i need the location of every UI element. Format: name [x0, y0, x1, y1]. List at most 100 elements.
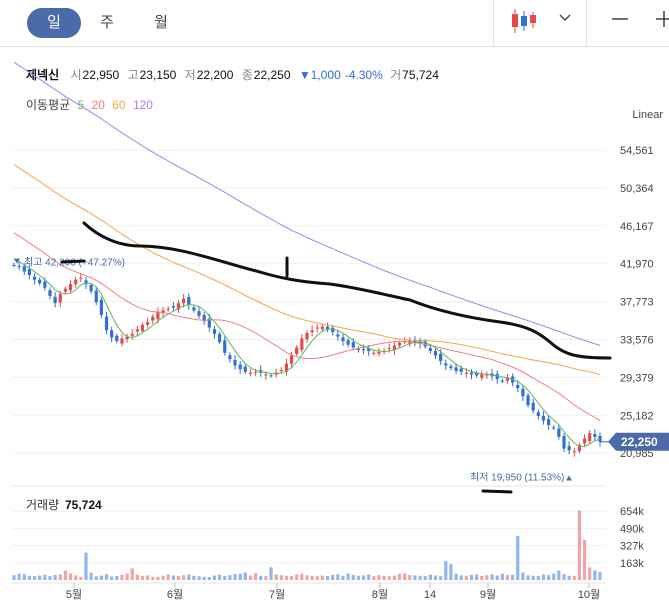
toolbar-divider [586, 0, 587, 46]
candle-body [68, 284, 73, 291]
volume-bar [89, 572, 93, 580]
candle-body [331, 327, 335, 333]
change-value: ▼1,000 [298, 68, 341, 82]
candle-body [269, 375, 273, 377]
candle-body [500, 380, 504, 382]
volume-bar [387, 576, 391, 580]
candle-body [495, 373, 499, 380]
tab-day[interactable]: 일 [27, 8, 81, 38]
volume-bar [161, 575, 165, 580]
candle-body [243, 366, 247, 372]
open-value: 22,950 [82, 68, 120, 82]
volume-bar [212, 575, 217, 580]
volume-bar [449, 564, 453, 580]
ma5-line [13, 257, 601, 448]
volume-bar [259, 575, 263, 580]
volume-bar [516, 535, 520, 580]
candle-body [207, 318, 211, 328]
volume-bar [444, 561, 448, 580]
candle-body [63, 288, 67, 292]
volume-bar [233, 574, 237, 580]
candle-body [480, 374, 484, 378]
volume-bar [156, 576, 160, 580]
candle-body [433, 351, 438, 356]
candle-body [53, 296, 57, 304]
candle-body [192, 307, 196, 311]
high-marker-icon [14, 258, 20, 264]
volume-bar [552, 573, 556, 580]
candle-body [593, 433, 597, 437]
tab-week[interactable]: 주 [100, 14, 114, 31]
current-price-label: 22,250 [621, 435, 658, 449]
minus-icon[interactable] [610, 9, 630, 29]
volume-bar [74, 575, 78, 580]
volume-bar [439, 576, 443, 580]
volume-bar [526, 575, 530, 580]
volume-bar [382, 575, 386, 580]
y-tick-label: 46,167 [620, 221, 654, 233]
chevron-down-icon[interactable] [558, 13, 572, 23]
candle-body [110, 330, 114, 338]
candle-body [341, 337, 345, 342]
candle-body [541, 416, 546, 421]
high-label: 고 [127, 68, 139, 82]
close-label: 종 [241, 68, 253, 82]
volume-bar [223, 576, 227, 580]
candle-body [464, 372, 468, 374]
volume-bar [79, 576, 83, 580]
volume-bar [146, 575, 150, 580]
drawn-dash [60, 259, 86, 264]
candle-body [161, 310, 165, 314]
plus-icon[interactable] [656, 9, 669, 29]
volume-bar [115, 575, 119, 580]
candle-body [295, 347, 299, 354]
volume-bar [192, 575, 196, 580]
volume-bar [289, 576, 294, 580]
volume-bar [120, 574, 124, 580]
x-tick-label: 7월 [269, 588, 285, 601]
volume-bar [495, 575, 499, 580]
volume-label-short: 거 [390, 68, 402, 82]
candle-body [115, 335, 119, 342]
candle-body [279, 369, 283, 371]
candle-body [238, 364, 242, 370]
volume-bar [254, 573, 258, 580]
volume-bar [562, 574, 566, 580]
volume-bar [125, 573, 129, 580]
current-price-tag [608, 432, 669, 451]
scale-type-label[interactable]: Linear [632, 109, 663, 121]
volume-bar [346, 573, 350, 580]
candle-body [32, 276, 37, 280]
candle-body [135, 329, 139, 332]
ma5-label: 5 [77, 98, 85, 112]
candle-body [413, 340, 417, 342]
volume-bar [17, 573, 21, 580]
volume-bar [94, 576, 98, 580]
x-tick-label: 14 [424, 589, 436, 601]
volume-bar [269, 567, 273, 580]
candle-body [475, 372, 479, 376]
volume-bar [228, 575, 232, 580]
volume-bar [130, 568, 134, 580]
ma60-line [13, 164, 601, 376]
volume-tick-label: 163k [620, 558, 644, 570]
candle-body [516, 385, 520, 389]
volume-bar [68, 573, 73, 580]
volume-bar [176, 576, 181, 580]
candle-body [254, 371, 258, 373]
volume-bar [377, 575, 381, 580]
candle-body [336, 334, 340, 337]
x-tick-label: 10월 [578, 588, 600, 601]
candle-body [130, 333, 134, 336]
tab-month[interactable]: 월 [154, 14, 168, 31]
candle-body [22, 266, 26, 272]
candle-body [43, 281, 47, 288]
volume-bar [598, 572, 602, 580]
volume-bar [588, 567, 592, 580]
candle-body [79, 277, 83, 279]
candle-body [372, 352, 376, 354]
candlestick-icon[interactable] [505, 6, 545, 36]
volume-bar [356, 575, 360, 580]
volume-bar [110, 576, 114, 580]
